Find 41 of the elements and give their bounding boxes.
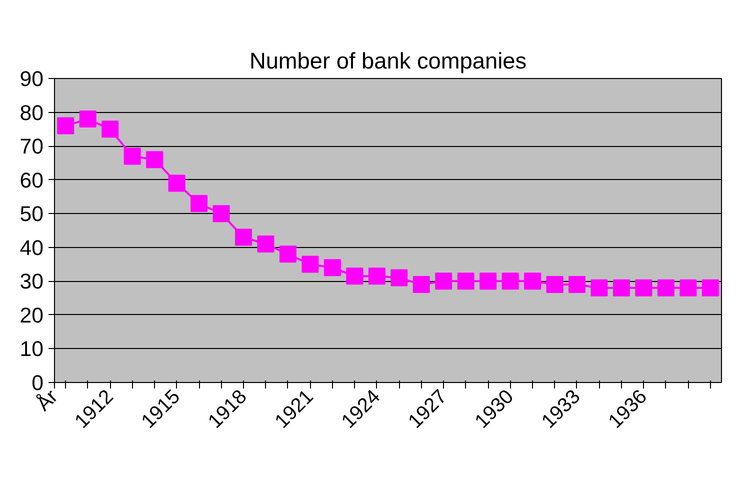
point (590, 279, 608, 296)
point (346, 268, 364, 285)
point (302, 256, 319, 273)
point (657, 279, 674, 296)
point (190, 194, 208, 212)
point (257, 236, 274, 253)
y-tick-label: 10 (20, 337, 44, 362)
point (368, 268, 386, 285)
point (546, 276, 564, 294)
point (702, 279, 719, 296)
y-tick-label: 70 (20, 134, 44, 159)
point (480, 272, 497, 290)
point (234, 228, 252, 246)
point (146, 151, 164, 168)
point (412, 276, 430, 294)
point (568, 276, 586, 294)
point (524, 272, 542, 290)
point (435, 272, 452, 290)
y-tick-label: 60 (20, 168, 44, 192)
point (57, 117, 74, 134)
point (168, 174, 186, 192)
point (457, 272, 474, 290)
point (680, 279, 697, 296)
point (279, 246, 296, 263)
y-tick-label: 80 (20, 100, 44, 125)
y-tick-label: 50 (20, 202, 44, 226)
point (390, 269, 408, 286)
point (79, 110, 96, 128)
y-tick-label: 30 (20, 270, 44, 294)
y-tick-label: 90 (20, 67, 44, 91)
point (324, 259, 341, 276)
point (502, 272, 519, 290)
y-tick-label: 40 (20, 236, 44, 260)
point (212, 205, 230, 222)
y-tick-label: 0 (32, 371, 44, 395)
chart-title: Number of bank companies (249, 48, 527, 74)
point (102, 120, 119, 138)
point (612, 279, 630, 296)
point (124, 148, 141, 165)
point (635, 279, 652, 296)
y-tick-label: 20 (20, 303, 44, 328)
